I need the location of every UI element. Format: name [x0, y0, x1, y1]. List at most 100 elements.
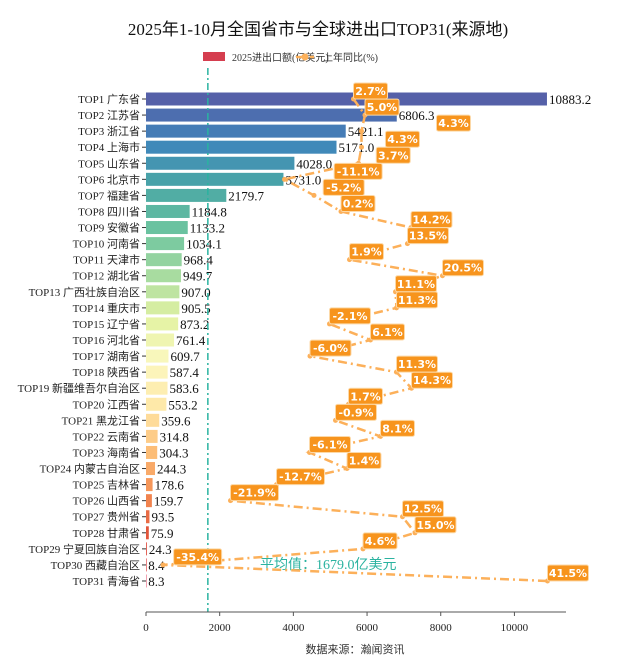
category-label: TOP5 山东省 — [78, 157, 140, 170]
value-label: 304.3 — [159, 445, 188, 460]
category-label: TOP31 青海省 — [73, 574, 140, 588]
yoy-label-box — [340, 194, 376, 212]
yoy-label: 20.5% — [444, 262, 482, 275]
bar — [146, 172, 284, 186]
yoy-label: -35.4% — [176, 551, 219, 564]
category-label: TOP4 上海市 — [78, 140, 140, 154]
bar — [146, 462, 156, 476]
yoy-label: 41.5% — [549, 567, 587, 580]
yoy-label: 2.7% — [355, 85, 386, 98]
value-label: 93.5 — [151, 510, 174, 525]
yoy-label: 4.3% — [387, 133, 418, 146]
bar — [146, 381, 168, 395]
category-label: TOP8 四川省 — [78, 205, 140, 218]
category-label: TOP20 江西省 — [73, 398, 140, 411]
bar — [146, 365, 168, 379]
yoy-label-box — [173, 548, 223, 566]
yoy-label: 11.3% — [398, 358, 436, 371]
yoy-label: 6.1% — [372, 326, 403, 339]
category-label: TOP30 西藏自治区 — [51, 558, 140, 572]
value-label: 10883.2 — [549, 92, 591, 107]
legend-bar-label: 2025进出口额(亿美元) — [232, 51, 329, 64]
yoy-label-box — [346, 452, 382, 470]
yoy-label: -12.7% — [279, 471, 322, 484]
x-tick-label: 8000 — [430, 622, 453, 634]
bar — [146, 478, 153, 492]
chart-title: 2025年1-10月全国省市与全球进出口TOP31(来源地) — [128, 20, 508, 39]
yoy-point — [311, 192, 317, 198]
yoy-label-box — [396, 291, 438, 309]
average-label: 平均值：1679.0亿美元 — [260, 557, 397, 573]
yoy-label: 5.0% — [367, 101, 398, 114]
category-label: TOP18 陕西省 — [73, 365, 140, 379]
value-label: 159.7 — [154, 494, 184, 509]
category-labels: TOP1 广东省 TOP2 江苏省 TOP3 浙江省 TOP4 上海市 TOP5 山东省… — [18, 93, 146, 588]
yoy-label: 4.3% — [438, 117, 469, 130]
bar — [146, 221, 188, 235]
bar — [146, 156, 295, 170]
yoy-label-box — [370, 323, 405, 341]
yoy-label: 11.1% — [397, 278, 435, 291]
yoy-label: 11.3% — [398, 294, 436, 307]
legend-line-label: 上年同比(%) — [323, 51, 378, 64]
category-label: TOP10 河南省 — [73, 238, 140, 251]
yoy-label-box — [309, 435, 351, 453]
yoy-label-box — [547, 564, 589, 582]
bar — [146, 204, 190, 218]
value-label: 553.2 — [168, 397, 197, 412]
yoy-labels: 2.7% 5.0% 4.3% 4.3% 3.7% -11.1% -5.2% 0.2% 14.2%… — [173, 82, 589, 582]
yoy-label-box — [335, 403, 377, 421]
legend-line-marker — [301, 53, 309, 61]
yoy-label-box — [407, 227, 449, 245]
bar — [146, 558, 147, 572]
yoy-label: 14.2% — [412, 214, 450, 227]
category-label: TOP28 甘肃省 — [73, 527, 140, 540]
yoy-point — [160, 562, 166, 568]
value-label: 8.3 — [148, 574, 164, 589]
category-label: TOP1 广东省 — [78, 93, 140, 106]
x-tick-label: 2000 — [209, 622, 232, 634]
bar — [146, 333, 175, 347]
category-label: TOP25 吉林省 — [73, 478, 140, 492]
yoy-label: -2.1% — [332, 310, 367, 323]
category-label: TOP7 福建省 — [78, 188, 140, 202]
category-label: TOP9 安徽省 — [78, 221, 140, 235]
legend: 2025进出口额(亿美元) 上年同比(%) — [203, 51, 378, 64]
bar — [146, 542, 147, 556]
source-note: 数据来源：瀚闻资讯 — [306, 642, 405, 656]
category-label: TOP6 北京市 — [78, 172, 140, 186]
yoy-label: 14.3% — [413, 374, 451, 387]
yoy-label: 1.4% — [349, 455, 380, 468]
yoy-label-box — [362, 532, 398, 550]
category-label: TOP12 湖北省 — [73, 270, 140, 283]
bar — [146, 317, 179, 331]
yoy-label: 1.9% — [351, 246, 382, 259]
x-tick-label: 4000 — [282, 622, 305, 634]
bar — [146, 269, 181, 283]
category-label: TOP17 湖南省 — [73, 350, 140, 363]
yoy-label: -0.9% — [338, 406, 373, 419]
yoy-point — [359, 128, 364, 134]
value-label: 24.3 — [149, 542, 172, 557]
yoy-label-box — [230, 484, 279, 502]
value-label: 1034.1 — [186, 237, 222, 252]
value-label: 75.9 — [151, 526, 174, 541]
value-label: 873.2 — [180, 317, 209, 332]
yoy-point — [359, 144, 364, 150]
yoy-label-box — [442, 259, 484, 277]
yoy-label-box — [349, 243, 384, 261]
category-label: TOP27 贵州省 — [73, 511, 140, 524]
value-label: 949.7 — [183, 269, 213, 284]
bar — [146, 140, 337, 154]
legend-bar-swatch — [203, 52, 225, 61]
category-label: TOP22 云南省 — [73, 430, 140, 443]
category-label: TOP29 宁夏回族自治区 — [29, 542, 140, 556]
value-label: 761.4 — [176, 333, 206, 348]
bar — [146, 397, 167, 411]
bar — [146, 413, 160, 427]
category-label: TOP14 重庆市 — [73, 301, 140, 315]
category-label: TOP26 山西省 — [73, 495, 140, 508]
yoy-label-box — [364, 98, 400, 116]
yoy-label: -6.0% — [313, 342, 348, 355]
